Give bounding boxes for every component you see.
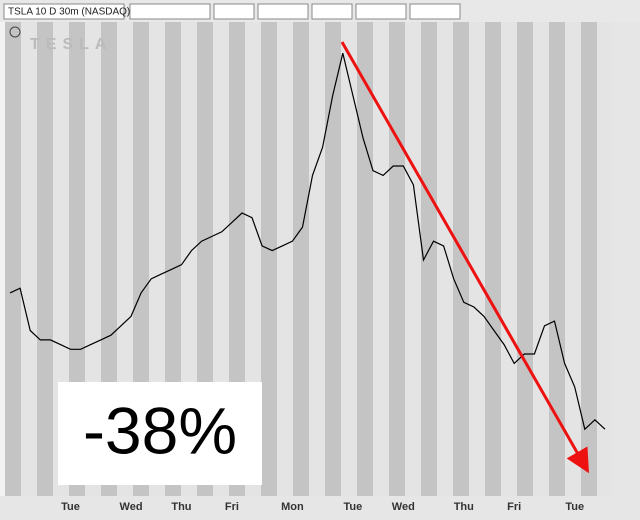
x-tick-label: Fri: [507, 501, 521, 513]
stripe: [149, 22, 165, 496]
x-tick-label: Wed: [120, 501, 143, 513]
stripe: [437, 22, 453, 496]
logo: TESLA: [30, 36, 112, 53]
stripe: [469, 22, 485, 496]
annotation-box: [58, 382, 262, 485]
stripe: [389, 22, 405, 496]
stripe: [181, 22, 197, 496]
stripe: [229, 22, 245, 496]
x-tick-label: Mon: [281, 501, 304, 513]
stripe: [37, 22, 53, 496]
stripe: [453, 22, 469, 496]
stripe: [293, 22, 309, 496]
header-box: [257, 3, 309, 20]
stripe: [421, 22, 437, 496]
stripe: [485, 22, 501, 496]
stripe: [325, 22, 341, 496]
stripe: [261, 22, 277, 496]
stripe: [341, 22, 357, 496]
x-tick-label: Wed: [392, 501, 415, 513]
stripe: [501, 22, 517, 496]
stripe: [373, 22, 389, 496]
stripe: [597, 22, 613, 496]
stripe: [101, 22, 117, 496]
stripe: [117, 22, 133, 496]
header-box: [3, 3, 125, 20]
stripe: [277, 22, 293, 496]
stripe: [69, 22, 85, 496]
x-tick-label: Tue: [565, 501, 584, 513]
session-stripes: [5, 22, 613, 496]
header-box: [129, 3, 211, 20]
stripe: [245, 22, 261, 496]
stripe: [165, 22, 181, 496]
stripe: [357, 22, 373, 496]
x-tick-label: Fri: [225, 501, 239, 513]
header-box: [355, 3, 407, 20]
stripe: [53, 22, 69, 496]
x-tick-label: Tue: [61, 501, 80, 513]
x-tick-label: Thu: [171, 501, 191, 513]
annotation: -38%: [83, 393, 237, 467]
price-line: [9, 53, 606, 431]
stripe: [405, 22, 421, 496]
y-axis-bar: [612, 22, 640, 496]
stripe: [197, 22, 213, 496]
stripe: [85, 22, 101, 496]
stripe: [133, 22, 149, 496]
stripe: [5, 22, 21, 496]
x-axis-bar: [0, 496, 640, 520]
x-tick-label: Thu: [454, 501, 474, 513]
stripe: [533, 22, 549, 496]
header-box: [311, 3, 353, 20]
stripe: [581, 22, 597, 496]
stripe: [517, 22, 533, 496]
stripe: [565, 22, 581, 496]
x-tick-label: Tue: [344, 501, 363, 513]
header-box: [409, 3, 461, 20]
stripe: [309, 22, 325, 496]
header-text: TSLA 10 D 30m (NASDAQ): [8, 7, 130, 18]
header-box: [213, 3, 255, 20]
stripe: [549, 22, 565, 496]
trend-arrow: [340, 41, 589, 474]
info-icon[interactable]: [9, 26, 21, 38]
stripe: [21, 22, 37, 496]
stripe: [213, 22, 229, 496]
